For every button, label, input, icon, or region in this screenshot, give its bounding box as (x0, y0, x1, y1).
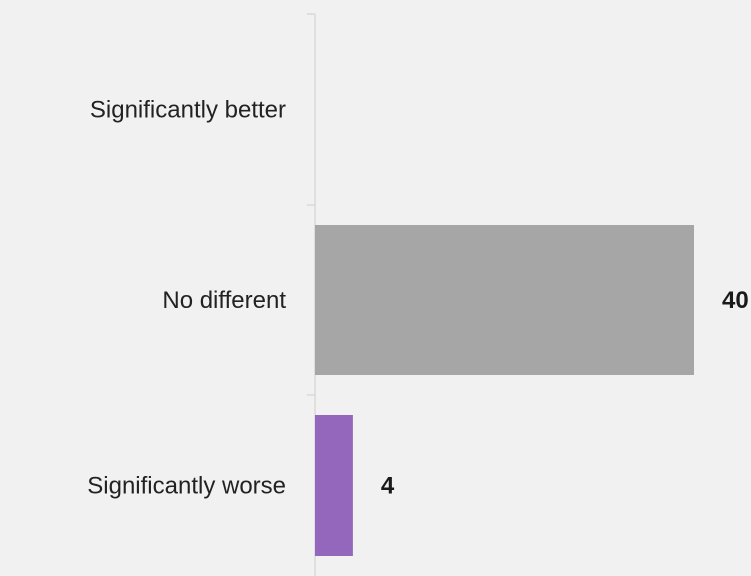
data-label: 4 (381, 473, 395, 500)
category-label: Significantly better (90, 97, 286, 124)
category-label: Significantly worse (87, 473, 286, 500)
data-labels: 40 4 (381, 287, 749, 500)
bars-layer (315, 225, 694, 556)
category-label: No different (162, 287, 286, 314)
bar (315, 225, 694, 375)
data-label: 40 (722, 287, 749, 314)
bar (315, 415, 353, 556)
axis-layer (307, 13, 316, 576)
category-labels: Significantly better No different Signific… (87, 97, 286, 500)
